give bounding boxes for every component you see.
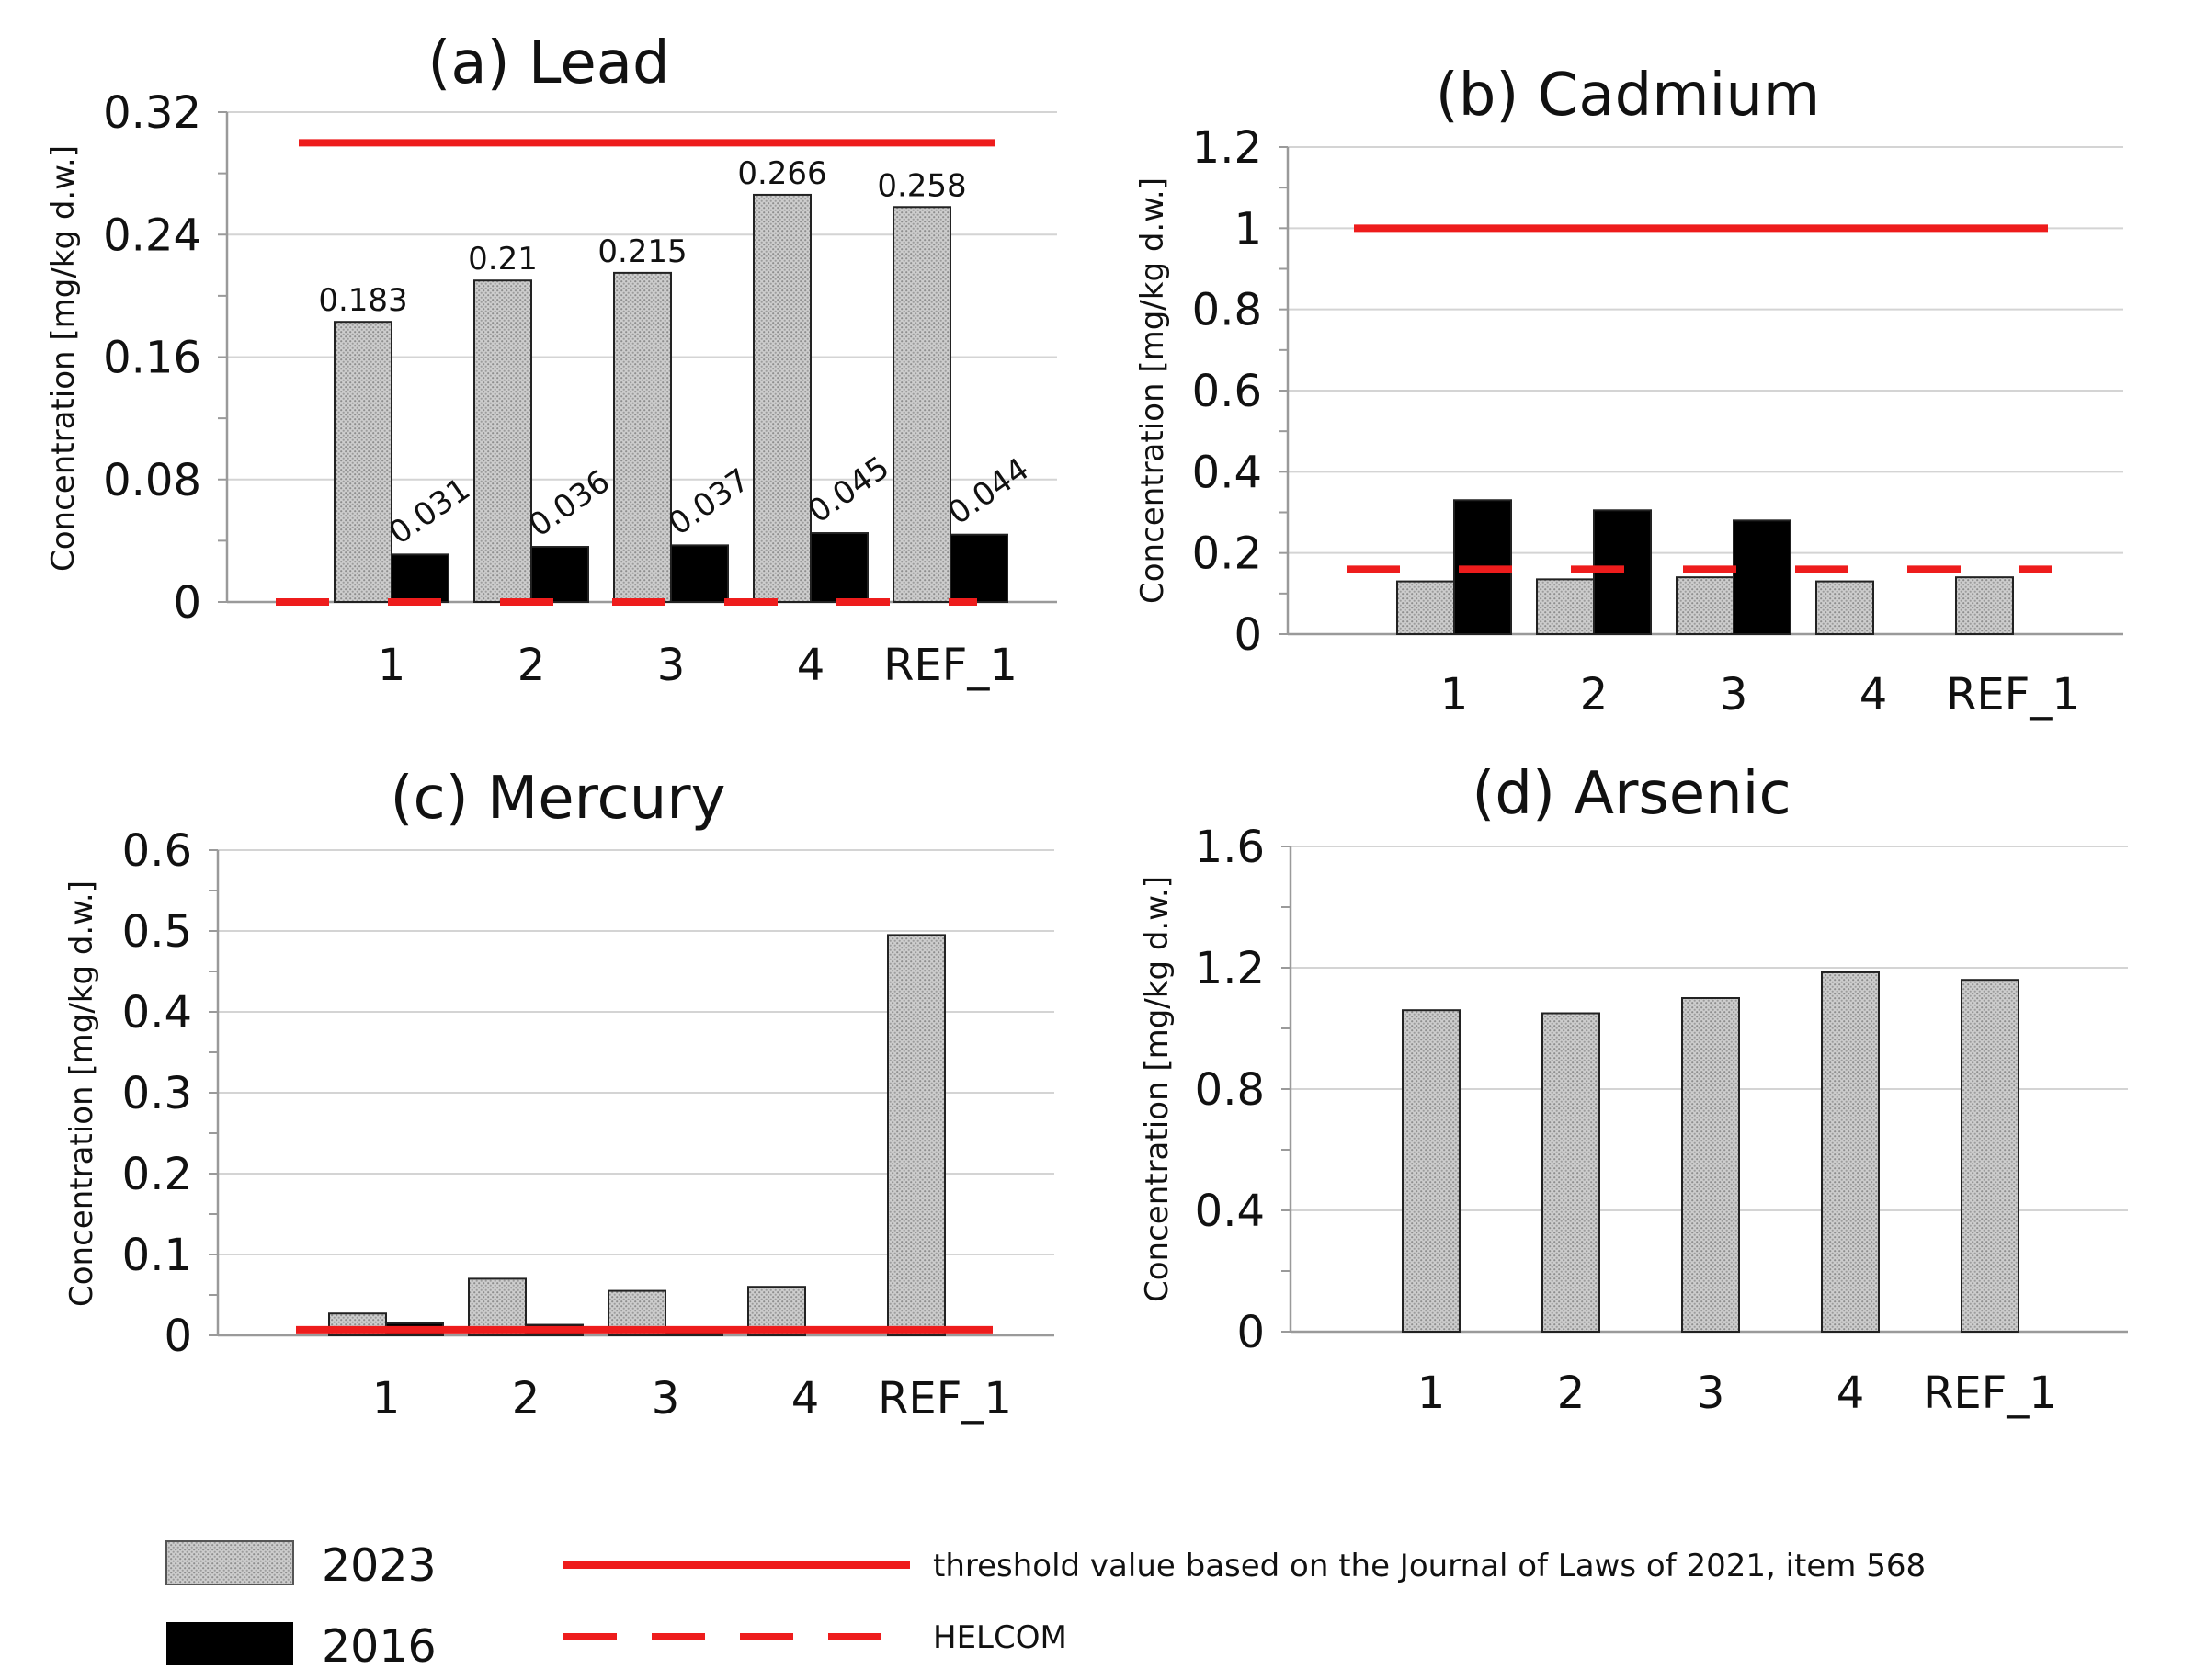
x-tick-label: 3: [657, 640, 686, 691]
y-tick-label: 1.6: [1195, 822, 1265, 873]
y-tick-label: 0: [1236, 1307, 1265, 1358]
y-tick-label: 0.6: [1192, 366, 1262, 417]
y-tick-label: 0.2: [122, 1149, 192, 1200]
data-label: 0.266: [737, 155, 826, 192]
chart-panel-cadmium: 0 0.2 0.4 0.6 0.8 1 1.2 (b) Cadmium Concentratio…: [1134, 62, 2123, 721]
data-label: 0.21: [468, 241, 538, 278]
y-tick-label: 0.8: [1195, 1064, 1265, 1116]
y-tick-label: 0.8: [1192, 285, 1262, 336]
legend-label-threshold: threshold value based on the Journal of …: [933, 1548, 1926, 1584]
x-tick-label: 1: [372, 1373, 401, 1425]
chart-title-lead: (a) Lead: [427, 29, 669, 97]
chart-title-mercury: (c) Mercury: [391, 765, 726, 833]
x-tick-label: 2: [517, 640, 546, 691]
x-tick-label: REF_1: [883, 640, 1018, 691]
data-label: 0.258: [877, 167, 966, 204]
x-tick-label: 4: [791, 1373, 820, 1425]
bar-2016: [950, 533, 1008, 604]
legend: 2023 2016 threshold value based on the J…: [165, 1539, 1926, 1673]
bar-2016: [391, 553, 449, 603]
y-tick-label: 0.4: [1192, 447, 1262, 498]
y-axis-label: Concentration [mg/kg d.w.]: [1134, 177, 1171, 604]
bar-2023: [887, 934, 946, 1337]
legend-swatch-2016: [166, 1622, 293, 1665]
bar-2016: [530, 546, 589, 603]
bar-2023: [1396, 580, 1455, 635]
bar-2023: [468, 1277, 527, 1337]
bar-2016: [810, 532, 869, 603]
y-axis-label: Concentration [mg/kg d.w.]: [63, 880, 100, 1307]
y-tick-label: 0.5: [122, 906, 192, 958]
y-tick-label: 0: [173, 577, 201, 629]
y-tick-label: 0.16: [103, 333, 201, 384]
data-label: 0.045: [802, 449, 896, 531]
bar-2023: [1676, 576, 1734, 636]
y-tick-label: 1.2: [1195, 943, 1265, 994]
y-axis-label: Concentration [mg/kg d.w.]: [45, 145, 82, 572]
bar-2023: [1815, 580, 1874, 635]
y-tick-label: 0.32: [103, 87, 201, 139]
x-tick-label: 4: [1859, 669, 1888, 721]
data-label: 0.031: [382, 471, 477, 552]
y-tick-label: 1.2: [1192, 122, 1262, 174]
x-tick-label: 4: [1837, 1368, 1865, 1419]
chart-panel-arsenic: 0 0.4 0.8 1.2 1.6 (d) Arsenic Concentration [m…: [1139, 760, 2128, 1419]
y-tick-label: 1: [1234, 203, 1262, 255]
x-tick-label: 2: [1580, 669, 1609, 721]
legend-label-2016: 2016: [322, 1620, 437, 1673]
chart-title-arsenic: (d) Arsenic: [1472, 760, 1791, 828]
x-tick-label: 3: [1697, 1368, 1725, 1419]
bar-2023: [473, 279, 532, 603]
y-axis-label: Concentration [mg/kg d.w.]: [1139, 876, 1176, 1302]
bar-2023: [1536, 578, 1595, 635]
bar-2023: [753, 193, 812, 603]
x-tick-label: REF_1: [1923, 1368, 2057, 1419]
legend-label-helcom: HELCOM: [933, 1619, 1067, 1656]
x-tick-label: 3: [1720, 669, 1748, 721]
y-tick-label: 0.4: [122, 987, 192, 1039]
bar-2016: [670, 544, 729, 604]
x-tick-label: 2: [512, 1373, 540, 1425]
y-tick-label: 0.08: [103, 455, 201, 506]
x-tick-label: 3: [652, 1373, 680, 1425]
bar-2016: [1733, 519, 1791, 635]
bar-2023: [893, 206, 951, 604]
legend-label-2023: 2023: [322, 1539, 437, 1592]
y-tick-label: 0: [164, 1311, 192, 1362]
chart-panel-lead: 0 0.08 0.16 0.24 0.32 (a) Lead Concentration […: [45, 29, 1057, 691]
data-label: 0.036: [522, 463, 617, 545]
x-tick-label: 1: [1417, 1368, 1446, 1419]
x-tick-label: 4: [797, 640, 825, 691]
data-label: 0.183: [318, 282, 407, 319]
bar-2023: [1955, 576, 2014, 636]
bar-2023: [613, 271, 672, 603]
bar-2023: [334, 321, 392, 603]
x-tick-label: 1: [1440, 669, 1469, 721]
bar-2023: [1821, 971, 1880, 1333]
bar-2023: [1402, 1009, 1461, 1333]
legend-swatch-2023: [165, 1540, 294, 1585]
x-tick-label: 1: [378, 640, 406, 691]
chart-panel-mercury: 0 0.1 0.2 0.3 0.4 0.5 0.6 (c) Mercury Concentrat…: [63, 765, 1054, 1425]
data-label: 0.215: [597, 233, 687, 270]
y-tick-label: 0.3: [122, 1068, 192, 1119]
y-tick-label: 0.4: [1195, 1186, 1265, 1237]
y-tick-label: 0.6: [122, 825, 192, 877]
y-tick-label: 0.2: [1192, 528, 1262, 580]
bar-2023: [1681, 997, 1740, 1333]
chart-title-cadmium: (b) Cadmium: [1436, 62, 1820, 130]
y-tick-label: 0: [1234, 609, 1262, 661]
bar-2023: [1541, 1012, 1600, 1333]
y-tick-label: 0.1: [122, 1230, 192, 1281]
x-tick-label: 2: [1557, 1368, 1586, 1419]
bar-2023: [1961, 979, 2019, 1333]
x-tick-label: REF_1: [878, 1373, 1012, 1425]
y-tick-label: 0.24: [103, 210, 201, 261]
data-label: 0.037: [662, 461, 756, 543]
x-tick-label: REF_1: [1946, 669, 2080, 721]
data-label: 0.044: [941, 450, 1036, 532]
